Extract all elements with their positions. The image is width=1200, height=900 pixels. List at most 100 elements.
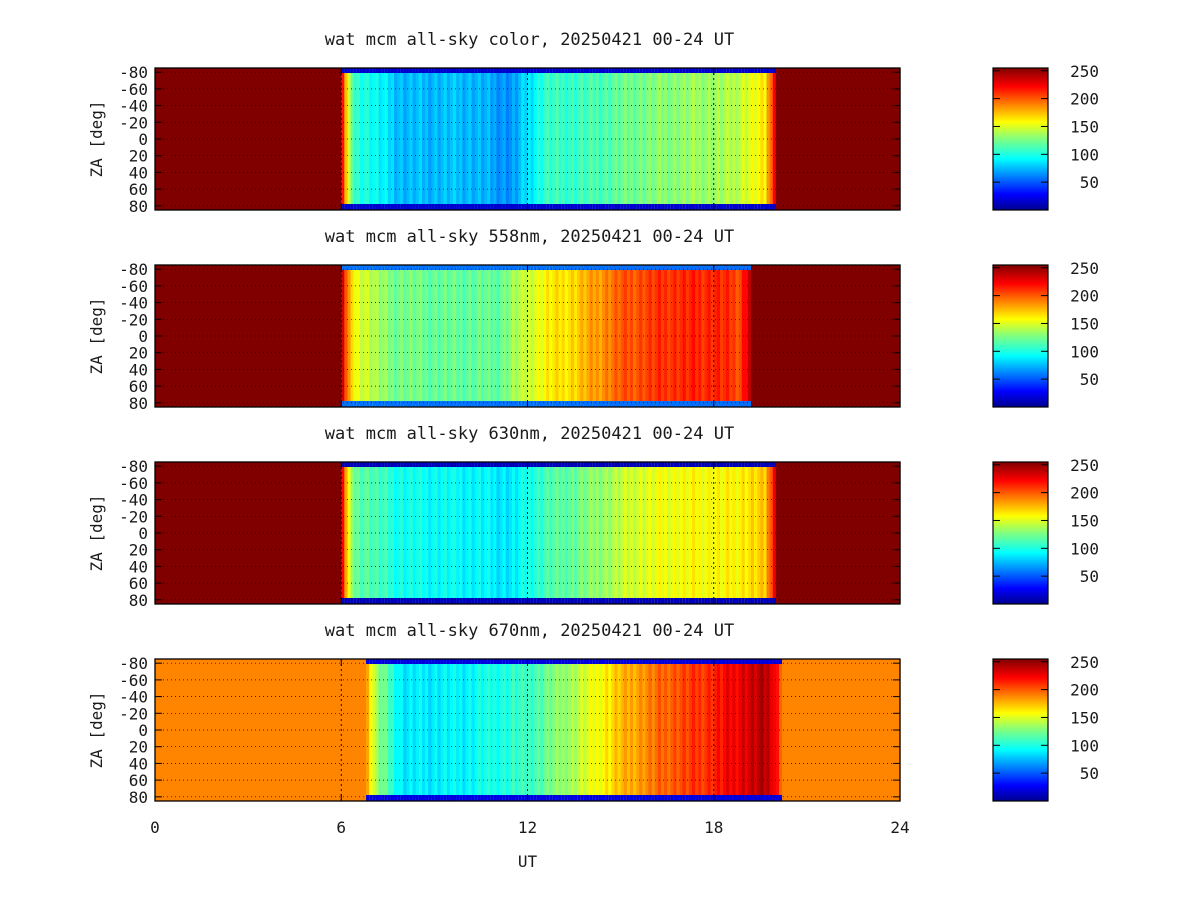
- heatmap-cell: [564, 795, 569, 801]
- heatmap-cell: [539, 204, 544, 210]
- y-tick-label: 80: [129, 591, 148, 610]
- heatmap-cell: [611, 68, 616, 73]
- heatmap-cell: [459, 265, 463, 407]
- heatmap-cell: [633, 462, 637, 467]
- heatmap-cell: [406, 462, 411, 467]
- heatmap-cell: [763, 68, 768, 73]
- heatmap-cell: [751, 795, 755, 801]
- heatmap-cell: [586, 68, 591, 73]
- heatmap-cell: [564, 598, 569, 604]
- heatmap-cell: [331, 462, 336, 604]
- heatmap-cell: [465, 462, 470, 467]
- panel-4: wat mcm all-sky 670nm, 20250421 00-24 UT…: [87, 621, 1099, 871]
- heatmap-cell: [868, 265, 873, 407]
- heatmap-cell: [502, 659, 507, 664]
- heatmap-cell: [726, 659, 730, 664]
- heatmap-cell: [819, 659, 823, 801]
- heatmap-cell: [800, 659, 805, 801]
- heatmap-cell: [617, 795, 622, 801]
- heatmap-cell: [580, 265, 584, 270]
- heatmap-cell: [456, 462, 460, 604]
- heatmap-cell: [688, 598, 693, 604]
- heatmap-cell: [654, 204, 659, 210]
- heatmap-cell: [589, 401, 594, 407]
- heatmap-cell: [692, 265, 696, 407]
- heatmap-cell: [546, 462, 550, 467]
- heatmap-cell: [437, 265, 442, 270]
- heatmap-cell: [462, 401, 467, 407]
- heatmap-cell: [710, 598, 715, 604]
- heatmap-cell: [530, 265, 535, 407]
- heatmap-cell: [449, 659, 454, 664]
- heatmap-cell: [511, 204, 516, 210]
- heatmap-cell: [778, 265, 783, 407]
- heatmap-cell: [595, 68, 600, 73]
- heatmap-cell: [480, 462, 485, 604]
- heatmap-cell: [757, 795, 761, 801]
- heatmap-cell: [682, 795, 687, 801]
- heatmap-cell: [279, 68, 283, 210]
- heatmap-cell: [847, 68, 851, 210]
- heatmap-cell: [260, 462, 265, 604]
- heatmap-cell: [660, 659, 665, 664]
- heatmap-cell: [710, 462, 715, 604]
- heatmap-cell: [204, 659, 209, 801]
- heatmap-cell: [660, 204, 665, 210]
- heatmap-cell: [723, 659, 727, 801]
- heatmap-cell: [682, 462, 687, 467]
- heatmap-cell: [608, 462, 612, 467]
- heatmap-cell: [586, 795, 591, 801]
- heatmap-cell: [636, 68, 640, 73]
- heatmap-cell: [403, 659, 408, 664]
- heatmap-cell: [443, 68, 448, 73]
- heatmap-cell: [583, 68, 588, 210]
- heatmap-cell: [679, 659, 684, 801]
- heatmap-cell: [623, 204, 628, 210]
- heatmap-cell: [477, 795, 482, 801]
- heatmap-cell: [195, 462, 200, 604]
- heatmap-cell: [583, 659, 588, 664]
- heatmap-cell: [822, 462, 827, 604]
- heatmap-cell: [347, 462, 352, 604]
- heatmap-cell: [735, 462, 740, 604]
- heatmap-cell: [580, 659, 584, 801]
- heatmap-cell: [676, 659, 681, 664]
- heatmap-cell: [657, 659, 662, 664]
- heatmap-cell: [394, 265, 398, 270]
- heatmap-cell: [524, 265, 529, 270]
- heatmap-cell: [539, 265, 544, 270]
- heatmap-cell: [688, 68, 693, 73]
- heatmap-cell: [642, 598, 647, 604]
- heatmap-cell: [487, 795, 491, 801]
- heatmap-cell: [583, 659, 588, 801]
- heatmap-cell: [719, 265, 724, 270]
- heatmap-cell: [664, 659, 668, 664]
- heatmap-cell: [747, 795, 752, 801]
- heatmap-cell: [800, 265, 805, 407]
- y-tick-label: 40: [129, 557, 148, 576]
- y-axis-label: ZA [deg]: [87, 100, 106, 177]
- heatmap-cell: [192, 462, 196, 604]
- heatmap-cell: [692, 659, 696, 801]
- heatmap-cell: [300, 659, 305, 801]
- y-tick-label: -20: [119, 113, 148, 132]
- heatmap-cell: [415, 265, 420, 407]
- heatmap-cell: [192, 659, 196, 801]
- heatmap-cell: [316, 659, 321, 801]
- heatmap-cell: [710, 265, 715, 270]
- heatmap-cell: [642, 659, 647, 801]
- heatmap-cell: [707, 462, 712, 604]
- heatmap-cell: [384, 265, 389, 270]
- heatmap-cell: [350, 659, 355, 801]
- heatmap-cell: [456, 598, 460, 604]
- heatmap-cell: [440, 659, 445, 664]
- colorbar-gradient: [992, 264, 1049, 408]
- heatmap-cell: [552, 68, 557, 73]
- heatmap-cell: [474, 659, 479, 664]
- heatmap-cell: [344, 462, 349, 604]
- heatmap-cell: [583, 204, 588, 210]
- heatmap-cell: [511, 659, 516, 664]
- heatmap-cell: [521, 598, 525, 604]
- heatmap-cell: [741, 795, 746, 801]
- heatmap-cell: [524, 462, 529, 604]
